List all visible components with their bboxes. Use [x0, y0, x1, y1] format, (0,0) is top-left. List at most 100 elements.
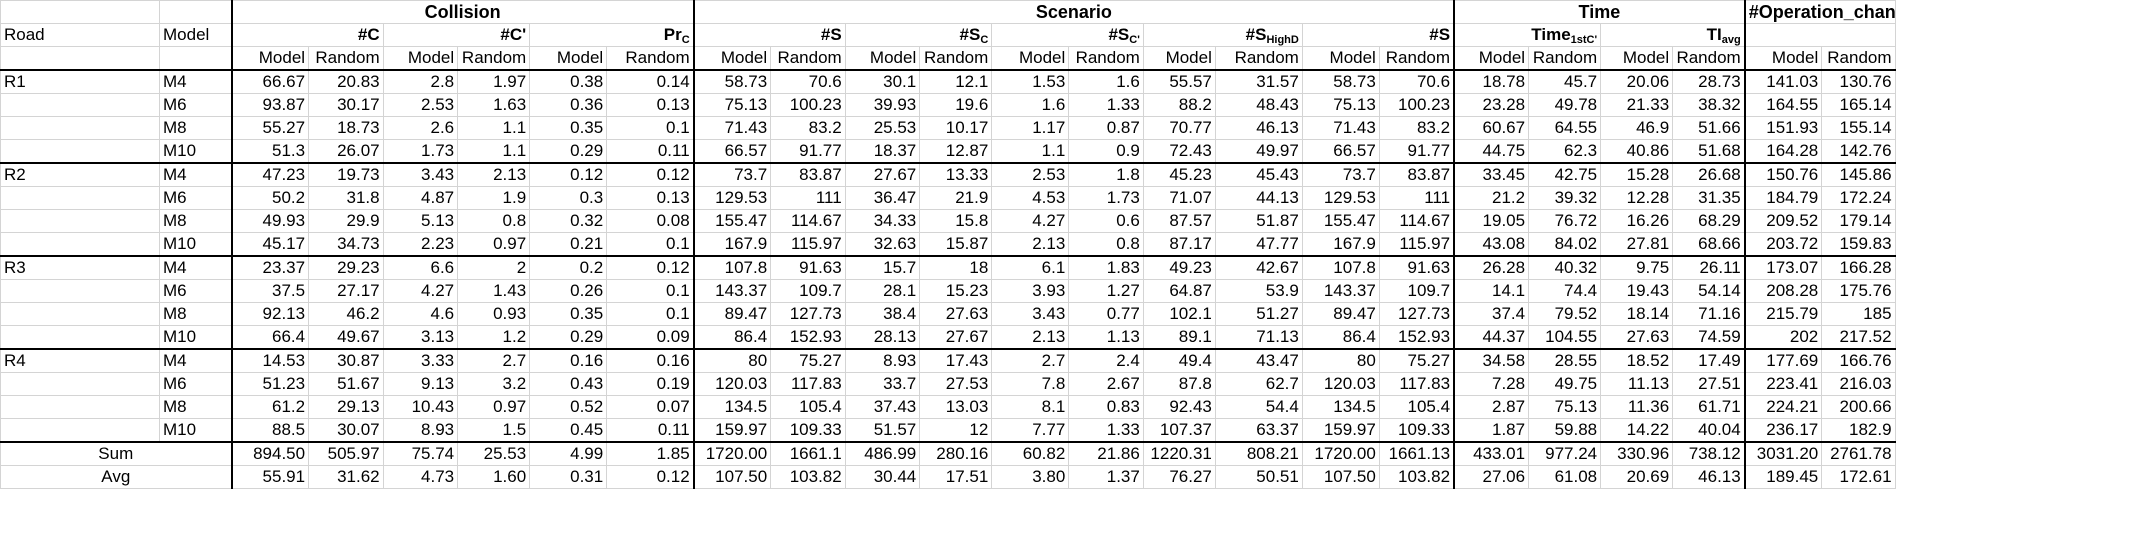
value-cell: 1.53	[991, 69, 1070, 94]
value-cell: 3.2	[457, 372, 531, 396]
summary-value: 61.08	[1528, 465, 1602, 489]
value-cell: 45.43	[1214, 162, 1303, 187]
value-cell: 1.33	[1068, 93, 1144, 117]
road-cell	[0, 325, 161, 350]
value-cell: 75.27	[770, 348, 846, 373]
summary-value: 30.44	[844, 465, 921, 489]
model-cell: M10	[159, 139, 233, 164]
value-cell: 0.6	[1068, 209, 1144, 233]
road-cell	[0, 116, 161, 140]
value-cell: 0.19	[606, 372, 695, 396]
summary-value: 60.82	[991, 441, 1070, 466]
value-cell: 92.43	[1142, 395, 1216, 419]
value-cell: 91.63	[1378, 255, 1455, 280]
value-cell: 127.73	[1378, 302, 1455, 326]
value-cell: 86.4	[692, 325, 772, 350]
value-cell: 37.43	[844, 395, 921, 419]
value-cell: 75.13	[692, 93, 772, 117]
value-cell: 27.51	[1672, 372, 1746, 396]
value-cell: 10.17	[919, 116, 993, 140]
value-cell: 83.2	[770, 116, 846, 140]
value-cell: 30.1	[844, 69, 921, 94]
value-cell: 70.6	[1378, 69, 1455, 94]
value-cell: 17.43	[919, 348, 993, 373]
subcol-model: Model	[692, 46, 772, 71]
metric-header-1: #C'	[382, 23, 531, 47]
value-cell: 0.11	[606, 139, 695, 164]
value-cell: 3.33	[382, 348, 459, 373]
value-cell: 87.17	[1142, 232, 1216, 257]
road-cell	[0, 395, 161, 419]
value-cell: 155.47	[692, 209, 772, 233]
metric-header-0: #C	[230, 23, 384, 47]
model-cell: M6	[159, 186, 233, 210]
value-cell: 49.67	[308, 325, 384, 350]
summary-value: 4.73	[382, 465, 459, 489]
value-cell: 49.93	[230, 209, 310, 233]
summary-value: 50.51	[1214, 465, 1303, 489]
table-row: M6 93.87 30.17 2.53 1.63 0.36 0.13 75.13 100.23 3…	[0, 93, 2138, 117]
value-cell: 1.5	[457, 418, 531, 443]
value-cell: 4.27	[382, 279, 459, 303]
value-cell: 18.73	[308, 116, 384, 140]
value-cell: 80	[692, 348, 772, 373]
value-cell: 55.57	[1142, 69, 1216, 94]
value-cell: 25.53	[844, 116, 921, 140]
value-cell: 42.67	[1214, 255, 1303, 280]
value-cell: 159.83	[1821, 232, 1896, 257]
metric-subscript: C	[681, 34, 690, 46]
value-cell: 49.78	[1528, 93, 1602, 117]
model-cell: M4	[159, 69, 233, 94]
model-cell: M6	[159, 372, 233, 396]
value-cell: 51.67	[308, 372, 384, 396]
value-cell: 66.67	[230, 69, 310, 94]
value-cell: 114.67	[770, 209, 846, 233]
metric-subscript: C	[980, 34, 989, 46]
value-cell: 87.8	[1142, 372, 1216, 396]
value-cell: 172.24	[1821, 186, 1896, 210]
value-cell: 12.28	[1600, 186, 1674, 210]
value-cell: 143.37	[692, 279, 772, 303]
value-cell: 34.33	[844, 209, 921, 233]
value-cell: 64.87	[1142, 279, 1216, 303]
value-cell: 0.12	[529, 162, 608, 187]
header-blank	[0, 0, 161, 24]
value-cell: 109.7	[1378, 279, 1455, 303]
value-cell: 45.17	[230, 232, 310, 257]
value-cell: 68.29	[1672, 209, 1746, 233]
summary-value: 46.13	[1672, 465, 1746, 489]
value-cell: 105.4	[770, 395, 846, 419]
value-cell: 0.97	[457, 232, 531, 257]
value-cell: 1.27	[1068, 279, 1144, 303]
value-cell: 16.26	[1600, 209, 1674, 233]
value-cell: 0.35	[529, 302, 608, 326]
road-cell	[0, 279, 161, 303]
value-cell: 179.14	[1821, 209, 1896, 233]
value-cell: 27.63	[1600, 325, 1674, 350]
value-cell: 15.7	[844, 255, 921, 280]
summary-value: 894.50	[230, 441, 310, 466]
value-cell: 55.27	[230, 116, 310, 140]
value-cell: 0.35	[529, 116, 608, 140]
value-cell: 75.13	[1528, 395, 1602, 419]
table-row: M10 88.5 30.07 8.93 1.5 0.45 0.11 159.97 109.33 5…	[0, 418, 2138, 443]
value-cell: 19.73	[308, 162, 384, 187]
value-cell: 130.76	[1821, 69, 1896, 94]
value-cell: 17.49	[1672, 348, 1746, 373]
value-cell: 11.13	[1600, 372, 1674, 396]
value-cell: 26.68	[1672, 162, 1746, 187]
value-cell: 18.14	[1600, 302, 1674, 326]
value-cell: 71.16	[1672, 302, 1746, 326]
summary-value: 2761.78	[1821, 441, 1896, 466]
value-cell: 91.63	[770, 255, 846, 280]
value-cell: 159.97	[692, 418, 772, 443]
value-cell: 12.87	[919, 139, 993, 164]
value-cell: 0.09	[606, 325, 695, 350]
value-cell: 27.63	[919, 302, 993, 326]
value-cell: 0.43	[529, 372, 608, 396]
value-cell: 28.13	[844, 325, 921, 350]
value-cell: 9.13	[382, 372, 459, 396]
value-cell: 26.11	[1672, 255, 1746, 280]
header-group-0: Collision	[230, 0, 695, 24]
subcol-random: Random	[770, 46, 846, 71]
